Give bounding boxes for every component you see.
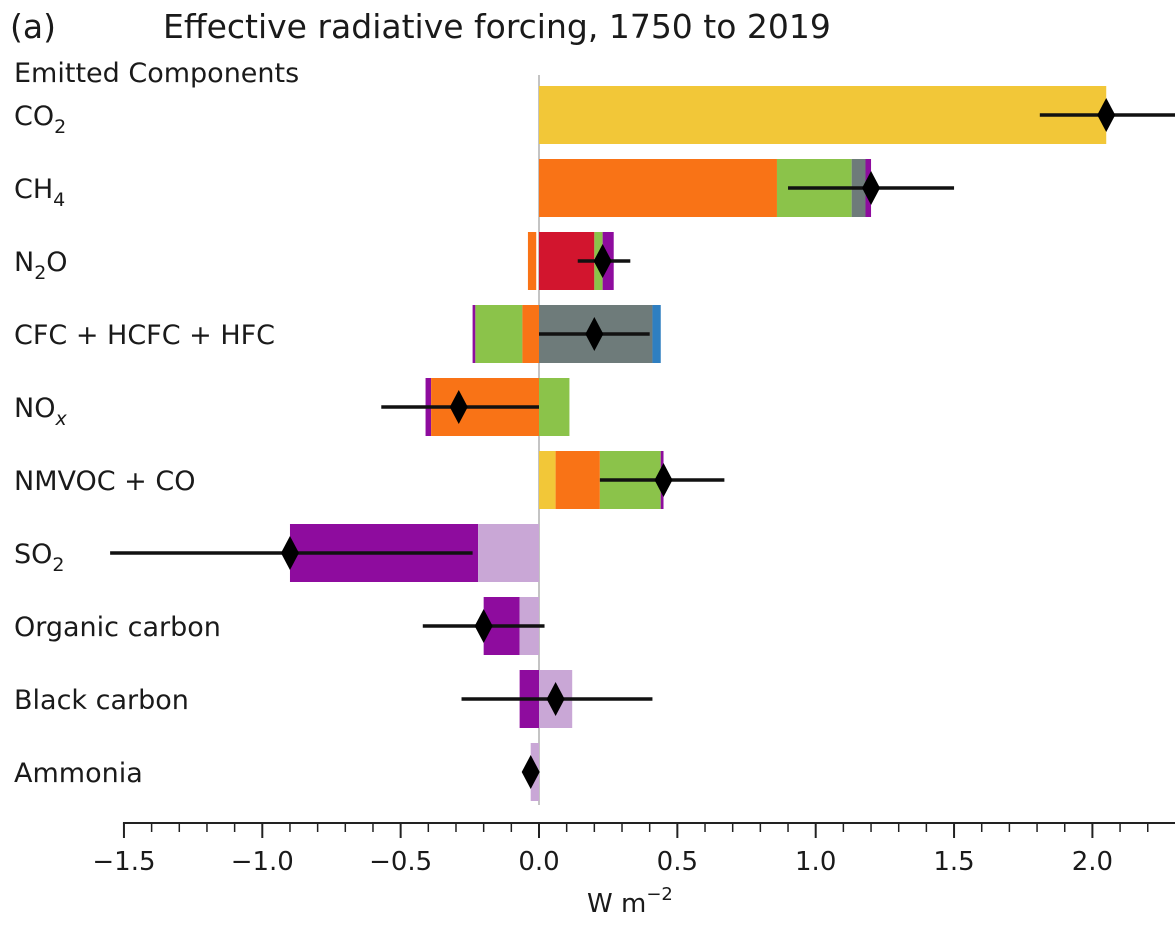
best-estimate-marker [474,609,493,643]
group-label: Emitted Components [14,58,299,89]
category-label-so2: SO2 [14,539,64,576]
best-estimate-marker [1097,98,1116,132]
category-label-subscript: 2 [52,554,64,576]
category-label-co2: CO2 [14,101,66,138]
best-estimate-marker [593,244,612,278]
panel-label: (a) [10,7,56,46]
category-label-text: N [14,247,34,278]
bar-segment [478,524,539,582]
category-label-subscript: 2 [54,116,66,138]
best-estimate-marker [280,536,299,570]
category-label-text: Ammonia [14,758,143,789]
category-label-suffix: O [46,247,67,278]
bar-segment [522,305,539,363]
x-axis-label: W m−2 [587,884,673,919]
category-label-text: CFC + HCFC + HFC [14,320,275,351]
x-tick-label: 2.0 [1072,847,1113,877]
category-label-black-carbon: Black carbon [14,685,189,716]
category-label-subscript: 2 [34,262,46,284]
chart-title: Effective radiative forcing, 1750 to 201… [163,7,831,46]
category-label-ch4: CH4 [14,174,65,211]
category-label-text: CO [14,101,54,132]
category-label-text: CH [14,174,53,205]
x-tick-label: −0.5 [369,847,432,877]
bar-segment [539,159,777,217]
category-label-nox: NOx [14,393,67,430]
best-estimate-marker [449,390,468,424]
bar-segment [527,232,537,290]
bar-segment [539,86,1107,144]
category-label-subscript: x [54,408,67,430]
category-label-text: NO [14,393,55,424]
x-tick-label: −1.0 [231,847,294,877]
bar-segment [555,451,600,509]
category-label-cfc-hcfc-hfc: CFC + HCFC + HFC [14,320,275,351]
bars-layer [110,75,1175,805]
bar-segment [475,305,523,363]
x-axis-label-exponent: −2 [646,884,673,905]
bar-segment [652,305,661,363]
bar-segment [472,305,476,363]
bar-segment [539,378,570,436]
best-estimate-marker [862,171,881,205]
x-tick-label: 0.5 [657,847,698,877]
x-tick-label: 0.0 [518,847,559,877]
category-label-n2: N2O [14,247,68,284]
category-label-text: SO [14,539,52,570]
bar-segment [539,451,556,509]
x-axis: −1.5 −1.0 −0.5 0.0 0.5 1.0 1.5 2.0 [92,822,1175,877]
x-tick-label: −1.5 [92,847,155,877]
best-estimate-marker [654,463,673,497]
category-label-ammonia: Ammonia [14,758,143,789]
category-label-text: NMVOC + CO [14,466,196,497]
category-label-text: Organic carbon [14,612,221,643]
x-tick-label: 1.5 [933,847,974,877]
category-label-nmvoc-co: NMVOC + CO [14,466,196,497]
best-estimate-marker [546,682,565,716]
category-label-text: Black carbon [14,685,189,716]
best-estimate-marker [585,317,604,351]
category-label-organic-carbon: Organic carbon [14,612,221,643]
x-axis-label-unit: W m [587,889,646,919]
x-tick-label: 1.0 [795,847,836,877]
category-label-subscript: 4 [53,189,65,211]
best-estimate-marker [521,755,540,789]
